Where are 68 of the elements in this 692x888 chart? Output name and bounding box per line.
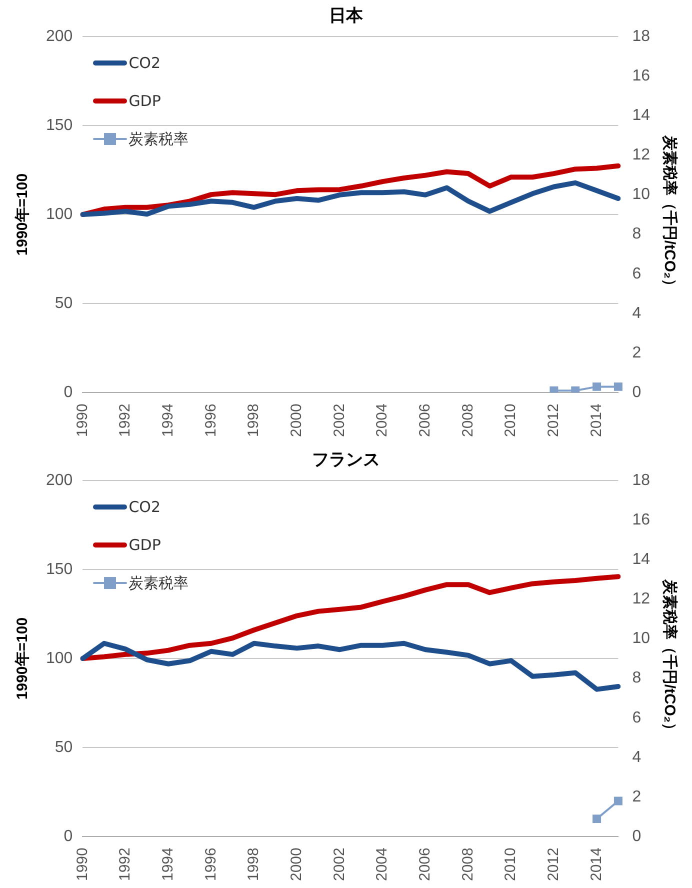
y2-tick-label: 2 (632, 344, 642, 362)
y2-tick-label: 12 (632, 146, 650, 164)
x-tick-label: 2010 (502, 848, 520, 882)
y-tick-label: 150 (46, 560, 73, 578)
x-tick-label: 2012 (545, 404, 562, 438)
y2-tick-label: 14 (632, 550, 650, 568)
y2-tick-label: 6 (632, 709, 642, 726)
y-tick-label: 0 (64, 384, 73, 402)
x-tick-label: 1992 (116, 848, 134, 882)
y2-tick-label: 12 (632, 590, 650, 608)
y2-tick-label: 8 (632, 226, 642, 243)
y-tick-label: 0 (64, 828, 73, 846)
y2-tick-label: 2 (632, 788, 642, 806)
legend-label: 炭素税率 (128, 574, 189, 593)
x-tick-label: 1990 (74, 404, 91, 438)
y2-tick-label: 0 (632, 384, 642, 402)
x-tick-label: 1996 (202, 848, 220, 882)
x-tick-label: 1998 (245, 848, 262, 882)
x-tick-label: 2002 (330, 848, 348, 882)
chart-title: 日本 (329, 6, 364, 25)
y2-tick-label: 16 (632, 511, 650, 528)
y-tick-label: 150 (46, 116, 73, 134)
y2-tick-label: 16 (632, 67, 650, 84)
y2-tick-label: 4 (632, 748, 642, 766)
y-tick-label: 100 (46, 206, 73, 223)
y-tick-label: 100 (46, 650, 73, 667)
x-tick-label: 2014 (588, 848, 605, 882)
x-tick-label: 2010 (502, 404, 520, 438)
x-tick-label: 2002 (330, 404, 348, 438)
x-tick-label: 1992 (116, 404, 134, 438)
y2-axis-title: 炭素税率（千円/tCO₂） (660, 134, 679, 294)
y2-tick-label: 4 (632, 304, 642, 322)
legend-label: GDP (128, 92, 161, 110)
y2-tick-label: 6 (632, 265, 642, 282)
x-tick-label: 2004 (374, 404, 391, 438)
x-tick-label: 1996 (202, 404, 220, 438)
x-tick-label: 1994 (160, 404, 177, 438)
x-tick-label: 2000 (288, 848, 306, 882)
y2-tick-label: 10 (632, 630, 650, 648)
y2-tick-label: 10 (632, 186, 650, 204)
y-axis-title: 1990年=100 (14, 173, 32, 256)
legend-label: CO2 (128, 54, 161, 72)
legend-label: CO2 (128, 498, 161, 516)
y2-tick-label: 14 (632, 106, 650, 124)
x-tick-label: 2006 (416, 404, 434, 438)
x-tick-label: 1998 (245, 404, 262, 438)
x-tick-label: 2004 (374, 848, 391, 882)
x-tick-label: 2014 (588, 404, 605, 438)
y2-axis-title: 炭素税率（千円/tCO₂） (660, 578, 679, 738)
y2-tick-label: 8 (632, 670, 642, 687)
y-tick-label: 200 (46, 472, 73, 489)
x-tick-label: 1994 (160, 848, 177, 882)
y2-tick-label: 18 (632, 28, 650, 45)
y-tick-label: 50 (54, 738, 73, 756)
y2-tick-label: 18 (632, 472, 650, 489)
x-tick-label: 2008 (459, 404, 476, 438)
chart-title: フランス (312, 450, 380, 469)
y2-tick-label: 0 (632, 828, 642, 846)
legend-label: GDP (128, 536, 161, 554)
x-tick-label: 2000 (288, 404, 306, 438)
legend-label: 炭素税率 (128, 130, 189, 149)
y-tick-label: 200 (46, 28, 73, 45)
x-tick-label: 2008 (459, 848, 476, 882)
x-tick-label: 2006 (416, 848, 434, 882)
y-tick-label: 50 (54, 294, 73, 312)
x-tick-label: 2012 (545, 848, 562, 882)
y-axis-title: 1990年=100 (14, 617, 32, 700)
x-tick-label: 1990 (74, 848, 91, 882)
